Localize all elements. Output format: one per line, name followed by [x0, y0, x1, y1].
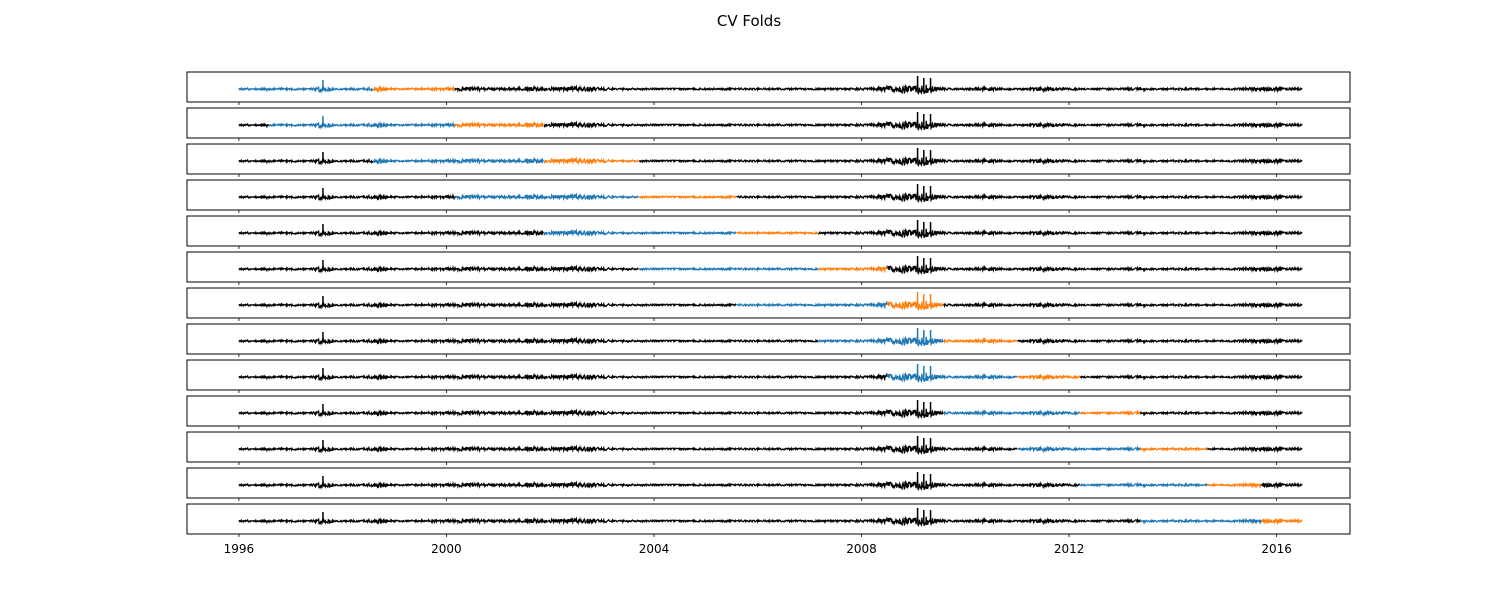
series-line-test: [1139, 446, 1208, 453]
series-line-rest: [238, 122, 270, 129]
fold-panel-frame: [186, 71, 1351, 103]
series-line-rest: [1017, 337, 1303, 346]
fold-panel-12: [186, 467, 1351, 501]
fold-panel-frame: [186, 251, 1351, 283]
fold-panel-frame: [186, 467, 1351, 499]
x-tick-label: 2008: [846, 542, 877, 556]
series-line-rest: [238, 300, 737, 310]
series-line-test: [543, 156, 639, 166]
fold-panel-frame: [186, 323, 1351, 355]
fold-panel-6: [186, 251, 1351, 285]
fold-panel-frame: [186, 395, 1351, 427]
fold-panel-13: [186, 503, 1351, 537]
series-line-train: [1079, 481, 1208, 489]
fold-panels: [186, 71, 1351, 537]
series-line-train: [1139, 517, 1262, 525]
series-line-rest: [454, 84, 1303, 95]
series-line-rest: [238, 192, 456, 202]
fold-panel-frame: [186, 143, 1351, 175]
series-line-rest: [238, 444, 1018, 455]
series-line-train: [372, 156, 544, 165]
fold-panel-frame: [186, 215, 1351, 247]
series-line-train: [543, 228, 737, 238]
fold-panel-frame: [186, 359, 1351, 391]
fold-panel-9: [186, 359, 1351, 393]
series-line-train: [886, 372, 1018, 383]
series-line-test: [817, 264, 888, 274]
series-line-test: [1261, 517, 1303, 526]
series-line-rest: [1139, 409, 1303, 418]
series-line-test: [886, 300, 944, 311]
series-line-test: [638, 194, 737, 200]
fold-panel-4: [186, 179, 1351, 213]
series-line-train: [943, 408, 1081, 418]
x-tick-label: 2000: [431, 542, 462, 556]
series-line-rest: [238, 480, 1081, 491]
series-line-train: [736, 300, 888, 310]
series-line-test: [1017, 373, 1081, 382]
series-line-rest: [238, 408, 944, 419]
fold-panel-10: [186, 395, 1351, 429]
series-line-train: [454, 192, 639, 202]
series-line-rest: [1261, 481, 1303, 490]
fold-panel-frame: [186, 107, 1351, 139]
x-axis: 1996 2000 2004 2008 2012 2016: [224, 542, 1292, 556]
x-tick-label: 2004: [639, 542, 670, 556]
series-line-test: [454, 120, 544, 129]
series-line-rest: [943, 300, 1303, 310]
x-tick-label: 2016: [1261, 542, 1292, 556]
fold-panel-frame: [186, 431, 1351, 463]
fold-panel-1: [186, 71, 1351, 105]
series-line-train: [817, 336, 944, 347]
fold-panel-frame: [186, 503, 1351, 535]
series-line-test: [1206, 481, 1262, 489]
series-line-test: [1079, 409, 1141, 416]
series-line-rest: [238, 157, 374, 166]
fold-panel-frame: [186, 287, 1351, 319]
fold-panel-7: [186, 287, 1351, 321]
series-line-train: [638, 266, 819, 272]
fold-panel-2: [186, 107, 1351, 141]
series-line-rest: [238, 264, 639, 274]
series-line-rest: [638, 156, 1303, 167]
series-line-rest: [238, 336, 819, 346]
x-tick-label: 2012: [1054, 542, 1085, 556]
series-line-test: [943, 336, 1018, 345]
series-line-rest: [886, 264, 1303, 275]
fold-panel-3: [186, 143, 1351, 177]
x-tick-label: 1996: [224, 542, 255, 556]
series-line-train: [268, 120, 456, 130]
fold-panel-8: [186, 323, 1351, 357]
chart-title: CV Folds: [717, 12, 781, 30]
series-line-rest: [1206, 445, 1303, 454]
fold-panel-11: [186, 431, 1351, 465]
series-line-rest: [238, 228, 544, 238]
fold-panel-5: [186, 215, 1351, 249]
series-line-train: [1017, 445, 1141, 454]
series-line-rest: [238, 516, 1141, 527]
series-line-rest: [817, 228, 1303, 239]
series-line-rest: [1079, 373, 1303, 382]
series-line-test: [372, 84, 456, 93]
series-line-train: [238, 85, 374, 94]
series-line-rest: [736, 192, 1303, 203]
series-line-rest: [238, 372, 888, 382]
fold-panel-frame: [186, 179, 1351, 211]
series-line-rest: [543, 120, 1303, 131]
series-line-test: [736, 230, 819, 236]
